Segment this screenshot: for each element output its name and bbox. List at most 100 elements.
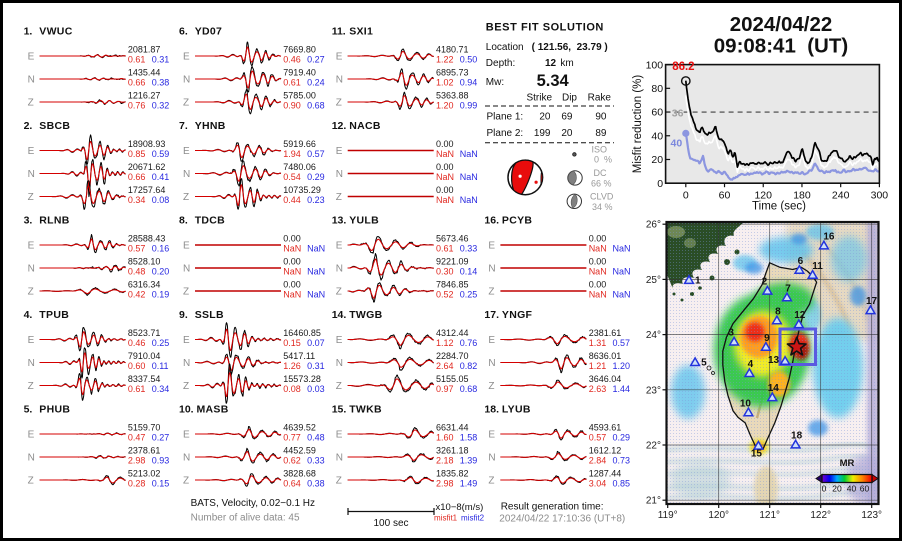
svg-text:0.29: 0.29 <box>613 433 631 443</box>
svg-text:1.26: 1.26 <box>283 361 301 371</box>
svg-text:Z: Z <box>488 476 494 487</box>
svg-text:km: km <box>560 58 573 69</box>
svg-text:TWGB: TWGB <box>349 309 382 321</box>
svg-text:0.15: 0.15 <box>152 479 170 489</box>
svg-text:5.34: 5.34 <box>537 72 570 90</box>
svg-text:Number of alive data: 45: Number of alive data: 45 <box>191 513 300 524</box>
svg-text:N: N <box>336 169 343 180</box>
svg-text:3828.68: 3828.68 <box>283 468 316 478</box>
svg-text:1.94: 1.94 <box>283 149 301 159</box>
svg-text:Result generation time:: Result generation time: <box>501 502 604 513</box>
svg-text:34 %: 34 % <box>592 202 613 212</box>
svg-text:6.: 6. <box>179 26 188 38</box>
svg-text:1.44: 1.44 <box>613 384 631 394</box>
svg-text:NaN: NaN <box>436 172 454 182</box>
svg-text:0.07: 0.07 <box>307 338 325 348</box>
svg-text:120: 120 <box>754 190 772 202</box>
svg-text:3.: 3. <box>24 215 33 227</box>
svg-text:0.08: 0.08 <box>152 195 170 205</box>
svg-text:80: 80 <box>651 83 663 95</box>
svg-text:0: 0 <box>822 484 827 494</box>
svg-text:E: E <box>488 430 495 441</box>
svg-text:N: N <box>336 75 343 86</box>
svg-text:8: 8 <box>775 306 781 317</box>
svg-text:E: E <box>183 335 190 346</box>
svg-text:7846.85: 7846.85 <box>436 279 469 289</box>
svg-text:0.73: 0.73 <box>613 456 631 466</box>
svg-text:20: 20 <box>539 112 551 123</box>
svg-text:NaN: NaN <box>589 267 607 277</box>
svg-text:8.: 8. <box>179 215 188 227</box>
svg-text:0.38: 0.38 <box>152 78 170 88</box>
svg-text:0.99: 0.99 <box>460 101 478 111</box>
svg-text:0.34: 0.34 <box>152 384 170 394</box>
svg-text:60: 60 <box>860 484 870 494</box>
svg-text:0.20: 0.20 <box>152 267 170 277</box>
svg-text:E: E <box>28 146 35 157</box>
svg-text:26°: 26° <box>646 220 661 231</box>
svg-text:NaN: NaN <box>613 290 631 300</box>
svg-text:YNGF: YNGF <box>502 309 533 321</box>
svg-text:NaN: NaN <box>283 244 301 254</box>
svg-text:TPUB: TPUB <box>39 309 69 321</box>
svg-text:13: 13 <box>768 355 780 366</box>
svg-text:NaN: NaN <box>589 290 607 300</box>
svg-text:0.30: 0.30 <box>436 267 454 277</box>
svg-text:25°: 25° <box>646 275 661 286</box>
svg-text:2381.61: 2381.61 <box>589 328 622 338</box>
svg-text:N: N <box>28 453 35 464</box>
svg-text:4312.44: 4312.44 <box>436 328 469 338</box>
svg-text:N: N <box>183 358 190 369</box>
svg-text:YD07: YD07 <box>195 26 222 38</box>
svg-text:0.68: 0.68 <box>460 384 478 394</box>
svg-text:N: N <box>183 75 190 86</box>
svg-text:14: 14 <box>768 383 780 394</box>
svg-text:VWUC: VWUC <box>39 26 72 38</box>
svg-text:14.: 14. <box>332 309 347 321</box>
svg-text:0.08: 0.08 <box>283 384 301 394</box>
svg-text:0.27: 0.27 <box>307 55 325 65</box>
svg-text:0.00: 0.00 <box>283 256 301 266</box>
svg-text:0.76: 0.76 <box>460 338 478 348</box>
svg-text:N: N <box>28 75 35 86</box>
svg-text:1.31: 1.31 <box>589 338 607 348</box>
svg-text:8337.54: 8337.54 <box>128 374 161 384</box>
svg-text:Z: Z <box>183 476 189 487</box>
svg-text:40: 40 <box>651 130 663 142</box>
svg-text:9: 9 <box>764 333 770 344</box>
svg-text:NaN: NaN <box>589 244 607 254</box>
svg-text:E: E <box>336 146 343 157</box>
svg-text:8523.71: 8523.71 <box>128 328 161 338</box>
svg-text:15.: 15. <box>332 404 347 416</box>
svg-text:0.57: 0.57 <box>128 244 146 254</box>
svg-text:Depth:: Depth: <box>486 58 515 69</box>
svg-text:0.31: 0.31 <box>152 55 170 65</box>
svg-text:Z: Z <box>28 381 34 392</box>
svg-text:0.00: 0.00 <box>589 279 607 289</box>
svg-text:0.59: 0.59 <box>152 149 170 159</box>
svg-text:E: E <box>183 146 190 157</box>
svg-text:119°: 119° <box>658 510 678 521</box>
svg-text:E: E <box>28 335 35 346</box>
svg-text:5919.66: 5919.66 <box>283 139 316 149</box>
svg-text:Z: Z <box>336 381 342 392</box>
svg-text:15573.28: 15573.28 <box>283 374 321 384</box>
svg-text:24°: 24° <box>646 330 661 341</box>
svg-text:NaN: NaN <box>283 267 301 277</box>
svg-text:0.24: 0.24 <box>307 78 325 88</box>
svg-text:YHNB: YHNB <box>195 120 226 132</box>
svg-text:60: 60 <box>651 107 663 119</box>
svg-text:0.97: 0.97 <box>436 384 454 394</box>
svg-text:SXI1: SXI1 <box>349 26 373 38</box>
svg-text:NaN: NaN <box>307 244 325 254</box>
svg-text:121°: 121° <box>759 510 780 521</box>
svg-text:0.82: 0.82 <box>460 361 478 371</box>
svg-text:122°: 122° <box>810 510 831 521</box>
svg-text:28588.43: 28588.43 <box>128 233 166 243</box>
svg-text:YULB: YULB <box>349 215 379 227</box>
svg-text:1.21: 1.21 <box>589 361 607 371</box>
svg-text:300: 300 <box>871 190 889 202</box>
svg-text:5213.02: 5213.02 <box>128 468 161 478</box>
svg-text:11: 11 <box>812 261 823 272</box>
svg-text:10: 10 <box>740 398 752 409</box>
